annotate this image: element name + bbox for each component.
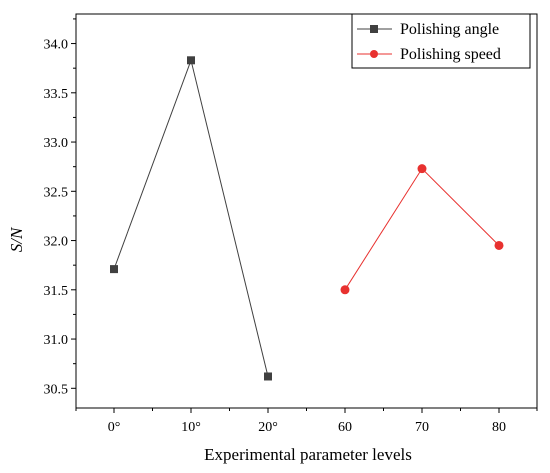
y-tick-label: 32.0 [44,235,69,250]
data-point-circle [494,240,504,250]
data-point-square [264,372,272,381]
plot-border [75,13,538,409]
legend-box [351,13,531,69]
data-point-circle [340,285,350,295]
x-tick-label: 20° [258,420,278,435]
x-tick-label: 10° [181,420,201,435]
y-tick-label: 34.0 [44,38,69,53]
series-layer [110,56,504,381]
y-tick-label: 31.0 [44,333,69,348]
y-tick-label: 30.5 [44,382,69,397]
y-tick-label: 31.5 [44,284,69,299]
series-line-0 [113,58,269,377]
legend-entry-speed: Polishing speed [357,46,501,63]
y-tick-label: 32.5 [44,185,69,200]
x-tick-label: 60 [338,420,352,435]
legend-label-polishing-speed: Polishing speed [400,46,501,63]
legend-entry-angle: Polishing angle [357,21,499,38]
legend: Polishing angle Polishing speed [351,13,531,69]
y-tick-label: 33.5 [44,87,69,102]
x-axis: 0° 10° 20° 60 70 80 [75,408,538,435]
data-point-square [110,265,118,274]
series-line-1 [344,167,500,291]
y-tick-label: 33.0 [44,136,69,151]
y-axis: 30.5 31.0 31.5 32.0 32.5 33.0 33.5 34.0 [44,18,76,397]
x-axis-title: Experimental parameter levels [204,445,412,464]
legend-label-polishing-angle: Polishing angle [400,21,499,38]
plot-area [75,13,538,409]
x-tick-label: 80 [492,420,506,435]
legend-square-marker [370,25,378,33]
x-tick-label: 70 [415,420,429,435]
y-axis-title: S/N [7,226,26,252]
data-point-square [187,56,195,65]
data-point-circle [417,164,427,174]
x-tick-label: 0° [108,420,121,435]
legend-circle-marker [370,50,378,58]
